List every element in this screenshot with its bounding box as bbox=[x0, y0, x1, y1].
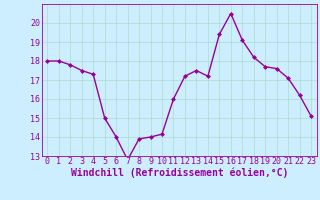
X-axis label: Windchill (Refroidissement éolien,°C): Windchill (Refroidissement éolien,°C) bbox=[70, 168, 288, 178]
